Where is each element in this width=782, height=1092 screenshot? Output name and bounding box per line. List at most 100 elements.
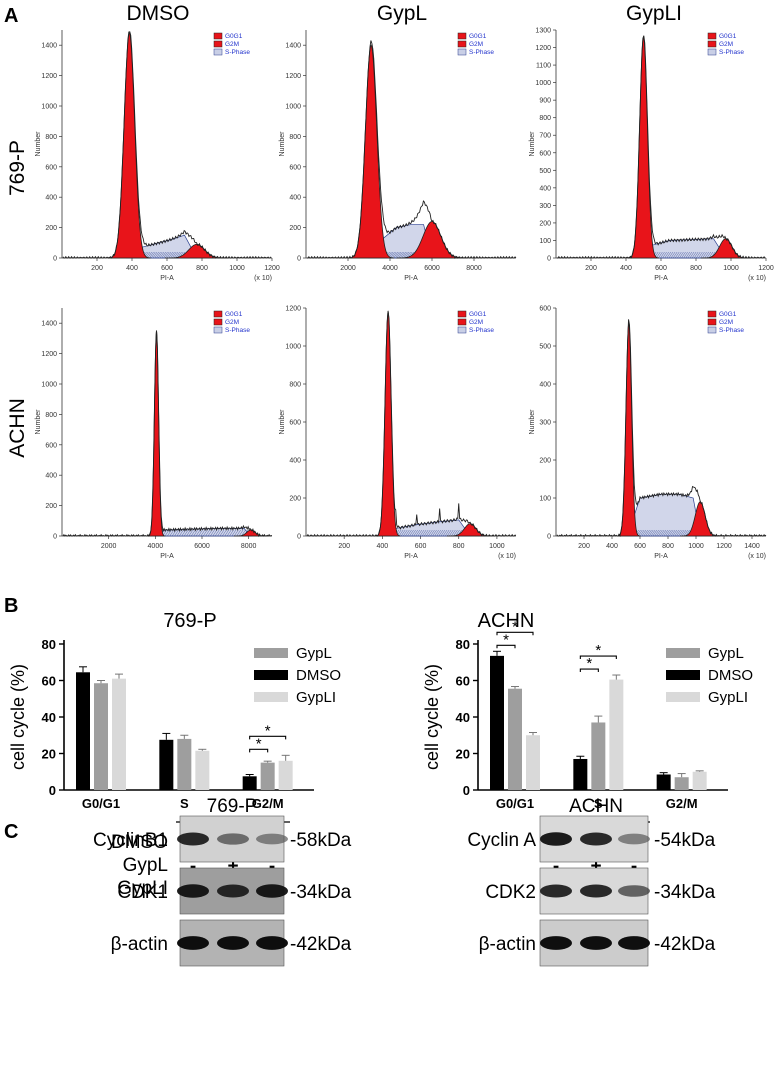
histogram-y-tick-label: 100	[539, 238, 551, 245]
histogram-legend-swatch	[707, 310, 717, 318]
bar-legend-label: DMSO	[708, 667, 753, 684]
treatment-sign: -	[190, 856, 196, 877]
blot-protein-label: CDK1	[117, 882, 168, 903]
histogram-y-tick-label: 600	[539, 306, 551, 313]
blot-band	[217, 884, 249, 898]
blot-band	[580, 884, 612, 898]
bar-dmso-g0g1	[76, 672, 90, 790]
significance-star: *	[595, 642, 601, 659]
histogram-s-phase-hatch	[679, 251, 684, 259]
histogram-y-axis-label: Number	[529, 409, 536, 435]
histogram-s-phase-hatch	[401, 529, 406, 537]
bar-chart-y-tick-label: 80	[42, 637, 56, 652]
histogram-s-phase-hatch	[401, 251, 406, 259]
histogram-legend-swatch	[457, 40, 467, 48]
histogram-envelope-line	[556, 319, 767, 538]
histogram-s-phase-hatch	[670, 529, 676, 537]
significance-star: *	[586, 655, 592, 672]
histogram-769-p-gypli: 0 100 200 300 400 500 600 700 800 900 1000 1100 1200…	[529, 28, 774, 283]
histogram-y-tick-label: 400	[289, 195, 301, 202]
histogram-s-phase-hatch	[193, 529, 198, 537]
bar-dmso-s	[159, 739, 174, 790]
histogram-x-tick-label: 1200	[758, 265, 774, 272]
histogram-s-phase-hatch	[179, 529, 184, 537]
histogram-x-tick-label: 600	[634, 543, 646, 550]
histogram-s-phase-hatch	[395, 251, 400, 259]
histogram-s-phase-hatch	[428, 529, 433, 537]
histogram-s-phase-hatch	[405, 529, 410, 537]
histogram-y-tick-label: 1000	[535, 80, 551, 87]
significance-bracket	[579, 668, 599, 673]
histogram-legend-swatch	[213, 318, 223, 326]
bar-chart-category-label: G2/M	[252, 796, 284, 811]
histogram-x-axis-label: PI-A	[404, 553, 418, 560]
histogram-y-tick-label: 1200	[285, 306, 301, 313]
histogram-s-phase-hatch	[687, 251, 693, 259]
histogram-legend-label: G2M	[469, 319, 483, 326]
histogram-x-tick-label: 600	[415, 543, 427, 550]
histogram-s-phase-hatch	[440, 529, 446, 537]
bar-chart-category-label: G0/G1	[82, 796, 120, 811]
panel-label-b: B	[4, 595, 18, 617]
histogram-x-tick-label: 1000	[229, 265, 245, 272]
bar-legend-swatch-dmso	[666, 670, 700, 680]
blot-band	[177, 936, 209, 950]
bar-chart-y-axis-label: cell cycle (%)	[422, 664, 442, 770]
histogram-x-axis-label: PI-A	[654, 553, 668, 560]
bar-legend-swatch-gypli	[666, 692, 700, 702]
histogram-x-tick-label: 2000	[101, 543, 117, 550]
histogram-s-phase-hatch	[172, 251, 177, 259]
blot-size-label: -42kDa	[290, 934, 352, 955]
bar-chart-y-tick-label: 60	[42, 674, 56, 689]
histogram-s-phase-hatch	[176, 529, 182, 537]
bar-gypli-g2m	[278, 760, 293, 790]
bar-dmso-g0g1	[490, 655, 504, 790]
histogram-x-tick-label: 800	[196, 265, 208, 272]
histogram-x-axis-label: PI-A	[160, 275, 174, 282]
histogram-x-tick-label: 800	[690, 265, 702, 272]
histogram-s-phase-hatch	[668, 251, 674, 259]
histogram-s-phase-hatch	[222, 529, 227, 537]
histogram-y-tick-label: 400	[45, 473, 57, 480]
histogram-s-phase-hatch	[674, 529, 679, 537]
histogram-y-tick-label: 300	[539, 203, 551, 210]
histogram-s-phase-hatch	[203, 529, 208, 537]
bar-chart-y-tick-label: 40	[42, 710, 56, 725]
histogram-x-tick-label: 200	[91, 265, 103, 272]
histogram-s-phase-hatch	[173, 251, 179, 259]
histogram-s-phase-hatch	[430, 529, 435, 537]
histogram-legend-label: S-Phase	[719, 327, 744, 334]
histogram-y-tick-label: 800	[289, 134, 301, 141]
histogram-s-phase-hatch	[154, 251, 159, 259]
histogram-s-phase-hatch	[698, 251, 703, 259]
histogram-s-phase-hatch	[411, 529, 416, 537]
histogram-achn-dmso: 0 200 400 600 800 1000 1200 1400 2000 4000 6000 800…	[35, 308, 273, 560]
histogram-s-phase-hatch	[645, 529, 650, 537]
bar-chart-y-tick-label: 60	[456, 674, 470, 689]
blot-size-label: -34kDa	[290, 882, 352, 903]
histogram-y-axis-label: Number	[35, 131, 42, 157]
histogram-s-phase-hatch	[419, 529, 425, 537]
histogram-legend-swatch	[457, 318, 467, 326]
histogram-s-phase-hatch	[181, 529, 186, 537]
histogram-x-tick-label: 4000	[382, 265, 398, 272]
column-title-gypli: GypLI	[626, 2, 682, 25]
histogram-s-phase-hatch	[639, 529, 645, 537]
histogram-s-phase-hatch	[169, 529, 174, 537]
blot-band	[540, 884, 572, 898]
histogram-y-axis-label: Number	[529, 131, 536, 157]
histogram-s-phase-hatch	[215, 529, 220, 537]
blot-band	[540, 832, 572, 846]
histogram-y-tick-label: 800	[45, 134, 57, 141]
histogram-y-tick-label: 200	[539, 220, 551, 227]
western-cell-line-label: ACHN	[569, 796, 623, 817]
blot-size-label: -58kDa	[290, 830, 352, 851]
histogram-s-phase-hatch	[413, 529, 418, 537]
bar-legend-label: DMSO	[296, 667, 341, 684]
histogram-s-phase-hatch	[149, 251, 154, 259]
treatment-sign: -	[269, 856, 275, 877]
histogram-s-phase-hatch	[638, 529, 643, 537]
histogram-y-tick-label: 200	[289, 496, 301, 503]
histogram-x-tick-label: 1200	[716, 543, 732, 550]
